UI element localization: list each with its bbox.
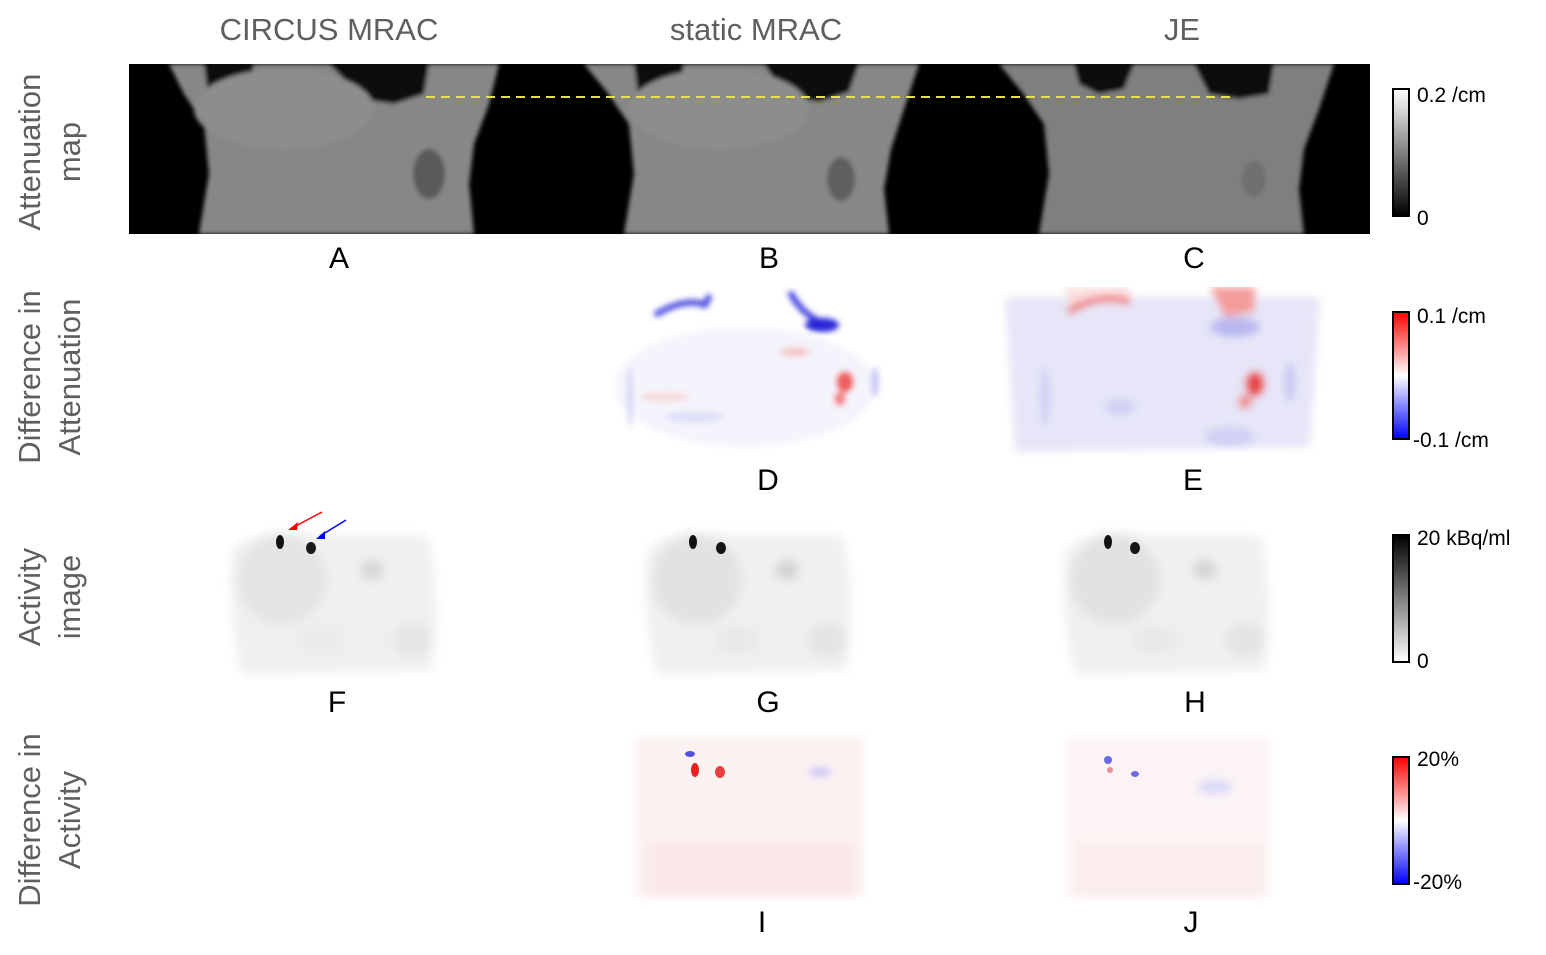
colorbar-activity-min: 0: [1417, 650, 1429, 673]
row-label-line1: Difference in: [12, 733, 47, 907]
row-label-difference-activity: Difference in Activity: [10, 700, 90, 940]
attenuation-panel-c: [999, 64, 1334, 234]
panel-letter-g: G: [756, 686, 780, 719]
colorbar-activity-difference: [1392, 756, 1410, 885]
row-label-line1: Attenuation: [12, 73, 47, 231]
panel-letter-i: I: [757, 906, 767, 939]
column-title-je: JE: [1163, 12, 1201, 47]
attenuation-panel-a: [169, 64, 499, 234]
row-label-line1: Activity: [12, 547, 47, 647]
activity-image-je: [1063, 532, 1269, 675]
panel-letter-a: A: [328, 242, 349, 275]
colorbar-attenuation-min: 0: [1417, 207, 1429, 230]
column-title-static-mrac: static MRAC: [669, 12, 843, 47]
colorbar-attenuation-difference: [1392, 311, 1410, 440]
attenuation-map-strip: [129, 64, 1370, 234]
row-label-line1: Difference in: [12, 290, 47, 464]
row-label-difference-attenuation: Difference in Attenuation: [10, 257, 90, 497]
panel-letter-h: H: [1184, 686, 1206, 719]
colorbar-activity-max: 20 kBq/ml: [1417, 527, 1511, 550]
row-label-line2: Activity: [52, 770, 87, 870]
colorbar-attenuation-difference-max: 0.1 /cm: [1417, 305, 1486, 328]
colorbar-attenuation-difference-min: -0.1 /cm: [1413, 429, 1489, 452]
row-label-line2: map: [52, 121, 87, 183]
colorbar-attenuation: [1392, 88, 1410, 217]
panel-letter-d: D: [757, 464, 779, 497]
colorbar-activity: [1392, 534, 1410, 663]
colorbar-attenuation-max: 0.2 /cm: [1417, 84, 1486, 107]
attenuation-difference-static: [585, 287, 910, 457]
panel-letter-e: E: [1182, 464, 1203, 497]
activity-difference-je: [1065, 737, 1270, 897]
colorbar-activity-difference-min: -20%: [1413, 871, 1463, 894]
row-label-line2: image: [52, 554, 87, 640]
row-label-attenuation-map: Attenuation map: [10, 32, 90, 272]
row-label-activity-image: Activity image: [10, 477, 90, 717]
attenuation-difference-je: [990, 287, 1335, 457]
activity-image-static: [645, 532, 851, 675]
panel-letter-b: B: [758, 242, 779, 275]
attenuation-panel-b: [584, 64, 919, 234]
panel-letter-f: F: [327, 686, 347, 719]
row-label-line2: Attenuation: [52, 298, 87, 456]
colorbar-activity-difference-max: 20%: [1417, 748, 1460, 771]
panel-letter-c: C: [1183, 242, 1205, 275]
panel-letter-j: J: [1183, 906, 1199, 939]
activity-difference-static: [635, 737, 865, 897]
activity-image-circus: [230, 511, 436, 675]
column-title-circus-mrac: CIRCUS MRAC: [219, 12, 439, 47]
